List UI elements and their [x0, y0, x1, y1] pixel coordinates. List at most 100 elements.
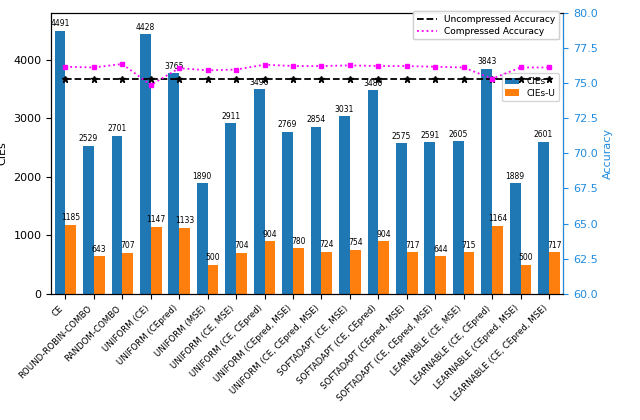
Bar	[310, 127, 321, 294]
Uncompressed Accuracy	[545, 76, 553, 81]
Compressed Accuracy	[118, 61, 126, 66]
Uncompressed Accuracy	[346, 76, 354, 81]
Bar	[140, 34, 151, 294]
Text: 780: 780	[291, 237, 306, 246]
Text: 643: 643	[92, 245, 107, 254]
Bar	[350, 250, 361, 294]
Bar	[282, 131, 293, 294]
Compressed Accuracy	[147, 83, 155, 88]
Bar	[65, 225, 76, 294]
Bar	[407, 252, 417, 294]
Uncompressed Accuracy	[61, 76, 69, 81]
Text: 1164: 1164	[488, 215, 507, 223]
Uncompressed Accuracy	[175, 76, 183, 81]
Text: 724: 724	[319, 240, 334, 249]
Uncompressed Accuracy	[488, 76, 496, 81]
Bar	[321, 252, 332, 294]
Text: 2769: 2769	[278, 120, 297, 129]
Text: 3765: 3765	[164, 62, 184, 71]
Compressed Accuracy	[516, 65, 524, 70]
Uncompressed Accuracy	[118, 76, 126, 81]
Text: 500: 500	[518, 253, 533, 262]
Text: 1133: 1133	[175, 216, 194, 225]
Text: 2529: 2529	[79, 134, 98, 143]
Uncompressed Accuracy	[232, 76, 240, 81]
Text: 1889: 1889	[506, 172, 525, 181]
Compressed Accuracy	[460, 65, 467, 70]
Bar	[492, 226, 503, 294]
Bar	[339, 116, 350, 294]
Text: 3480: 3480	[364, 79, 383, 88]
Text: 717: 717	[405, 241, 419, 249]
Text: 754: 754	[348, 239, 363, 247]
Bar	[83, 146, 94, 294]
Compressed Accuracy	[374, 63, 382, 68]
Uncompressed Accuracy	[431, 76, 439, 81]
Y-axis label: Accuracy: Accuracy	[604, 128, 613, 179]
Uncompressed Accuracy	[147, 76, 155, 81]
Bar	[453, 141, 463, 294]
Compressed Accuracy	[289, 63, 297, 68]
Text: 2854: 2854	[307, 116, 326, 124]
Uncompressed Accuracy	[374, 76, 382, 81]
Compressed Accuracy	[403, 63, 411, 68]
Compressed Accuracy	[61, 64, 69, 69]
Text: 3031: 3031	[335, 105, 354, 114]
Uncompressed Accuracy	[403, 76, 411, 81]
Text: 707: 707	[120, 241, 135, 250]
Text: 1890: 1890	[193, 172, 212, 181]
Bar	[111, 136, 122, 294]
Text: 3843: 3843	[477, 58, 497, 66]
Compressed Accuracy	[488, 76, 496, 81]
Bar	[293, 248, 304, 294]
Text: 2601: 2601	[534, 130, 553, 139]
Bar	[264, 241, 275, 294]
Uncompressed Accuracy	[460, 76, 467, 81]
Line: Compressed Accuracy: Compressed Accuracy	[65, 64, 549, 85]
Compressed Accuracy	[204, 68, 211, 73]
Bar	[122, 252, 133, 294]
Legend: CIEs, CIEs-U: CIEs, CIEs-U	[502, 74, 559, 101]
Text: 704: 704	[234, 241, 249, 250]
Text: 500: 500	[205, 253, 220, 262]
Compressed Accuracy	[545, 65, 553, 70]
Text: 904: 904	[376, 230, 391, 239]
Uncompressed Accuracy	[204, 76, 211, 81]
Text: 2911: 2911	[221, 112, 240, 121]
Uncompressed Accuracy	[90, 76, 98, 81]
Compressed Accuracy	[90, 65, 98, 70]
Bar	[168, 73, 179, 294]
Text: 904: 904	[262, 230, 277, 239]
Bar	[253, 89, 264, 294]
Bar	[378, 241, 389, 294]
Text: 4491: 4491	[51, 19, 70, 29]
Compressed Accuracy	[232, 67, 240, 72]
Bar	[236, 253, 247, 294]
Compressed Accuracy	[317, 63, 325, 68]
Bar	[367, 90, 378, 294]
Text: 715: 715	[462, 241, 476, 250]
Bar	[179, 228, 190, 294]
Y-axis label: CIEs: CIEs	[0, 142, 8, 165]
Text: 717: 717	[547, 241, 562, 249]
Bar	[207, 265, 218, 294]
Text: 2701: 2701	[108, 124, 127, 133]
Text: 644: 644	[433, 245, 448, 254]
Compressed Accuracy	[175, 66, 183, 71]
Bar	[481, 69, 492, 294]
Bar	[538, 142, 549, 294]
Bar	[509, 183, 520, 294]
Bar	[520, 265, 531, 294]
Uncompressed Accuracy	[289, 76, 297, 81]
Bar	[54, 31, 65, 294]
Text: 2605: 2605	[449, 130, 468, 139]
Bar	[94, 256, 105, 294]
Compressed Accuracy	[346, 63, 354, 68]
Uncompressed Accuracy	[516, 76, 524, 81]
Uncompressed Accuracy	[317, 76, 325, 81]
Legend: Uncompressed Accuracy, Compressed Accuracy: Uncompressed Accuracy, Compressed Accura…	[413, 11, 559, 39]
Text: 4428: 4428	[136, 23, 155, 32]
Bar	[396, 143, 407, 294]
Compressed Accuracy	[260, 62, 268, 67]
Bar	[151, 227, 161, 294]
